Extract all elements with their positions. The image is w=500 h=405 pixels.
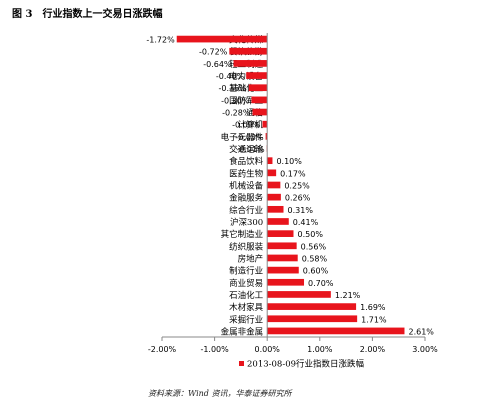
source-note: 资料来源：Wind 资讯，华泰证券研究所 — [148, 389, 292, 398]
category-label: 电子元器件 — [221, 132, 264, 143]
data-label: 0.41% — [293, 218, 319, 227]
data-label: -0.30% — [221, 96, 250, 105]
category-label: 纺织服装 — [229, 241, 264, 252]
bar — [252, 108, 268, 116]
category-label: 基础化工 — [229, 83, 264, 94]
category-label: 医药生物 — [229, 168, 264, 179]
data-label: -0.28% — [222, 109, 251, 118]
data-label: 1.71% — [361, 315, 387, 324]
bar — [267, 327, 405, 335]
x-tick-label: 1.00% — [307, 345, 333, 354]
x-tick-label: -2.00% — [148, 345, 177, 354]
category-label: 交通运输 — [229, 144, 264, 155]
bar — [267, 157, 273, 165]
category-label: 商业贸易 — [229, 278, 263, 289]
category-label: 石油化工 — [229, 290, 264, 301]
data-label: 0.26% — [285, 194, 311, 203]
data-label: -0.72% — [199, 48, 228, 57]
category-label: 金融服务 — [229, 193, 264, 204]
bar — [267, 205, 284, 213]
category-label: 食品饮料 — [229, 156, 264, 167]
data-label: -0.64% — [203, 60, 232, 69]
bar — [267, 254, 298, 262]
data-label: 0.50% — [298, 230, 324, 239]
data-label: 0.58% — [302, 254, 328, 263]
category-label: 机械设备 — [229, 181, 264, 192]
x-tick-label: 0.00% — [254, 345, 280, 354]
category-label: 综合行业 — [229, 205, 263, 216]
category-label: 沪深300 — [230, 217, 263, 228]
bar — [176, 35, 268, 43]
bar — [262, 120, 268, 128]
bar — [267, 193, 281, 201]
category-label: 制造行业 — [229, 266, 263, 277]
bar — [267, 218, 289, 225]
data-label: 0.31% — [288, 206, 314, 215]
data-label: 0.10% — [276, 157, 302, 166]
data-label: -1.72% — [146, 36, 175, 45]
bar — [267, 303, 357, 310]
data-label: 1.21% — [335, 291, 361, 300]
category-label: 房地产 — [238, 253, 264, 264]
figure-number: 图 3 — [12, 9, 33, 20]
bar — [267, 291, 331, 298]
bar — [267, 181, 281, 189]
bar — [267, 230, 294, 237]
data-label: 2.61% — [408, 327, 434, 336]
category-label: 国防军工 — [229, 95, 264, 106]
bar — [265, 133, 268, 140]
legend-swatch — [239, 361, 244, 366]
figure-title-text: 行业指数上一交易日涨跌幅 — [42, 9, 163, 20]
data-label: -0.01% — [236, 145, 265, 154]
x-tick-label: -1.00% — [200, 345, 229, 354]
figure-title: 图 3 行业指数上一交易日涨跌幅 — [12, 5, 162, 20]
category-label: 采掘行业 — [229, 314, 263, 325]
data-label: 0.17% — [280, 169, 306, 178]
bar — [248, 84, 268, 92]
category-label: 计算机 — [238, 120, 264, 131]
legend-label: 2013-08-09行业指数日涨跌幅 — [247, 359, 365, 370]
bar — [229, 47, 268, 55]
data-label: 0.25% — [284, 182, 310, 191]
bar — [246, 72, 268, 79]
bar — [233, 60, 268, 67]
x-tick-label: 3.00% — [412, 345, 438, 354]
bar — [267, 278, 305, 286]
data-label: -0.09% — [232, 121, 261, 130]
bar — [267, 242, 297, 250]
x-tick-label: 2.00% — [360, 345, 386, 354]
category-label: 金属非金属 — [221, 326, 264, 337]
bar — [267, 266, 299, 274]
bar — [267, 169, 277, 177]
data-label: 1.69% — [360, 303, 386, 312]
data-label: -0.40% — [216, 72, 245, 81]
data-label: 0.60% — [303, 267, 329, 276]
data-label: -0.03% — [235, 133, 264, 142]
data-label: -0.35% — [218, 84, 247, 93]
bar — [251, 96, 268, 104]
data-label: 0.70% — [308, 279, 334, 288]
category-label: 木材家具 — [229, 302, 264, 313]
category-label: 其它制造业 — [221, 229, 264, 240]
bar — [267, 315, 358, 323]
data-label: 0.56% — [301, 242, 327, 251]
